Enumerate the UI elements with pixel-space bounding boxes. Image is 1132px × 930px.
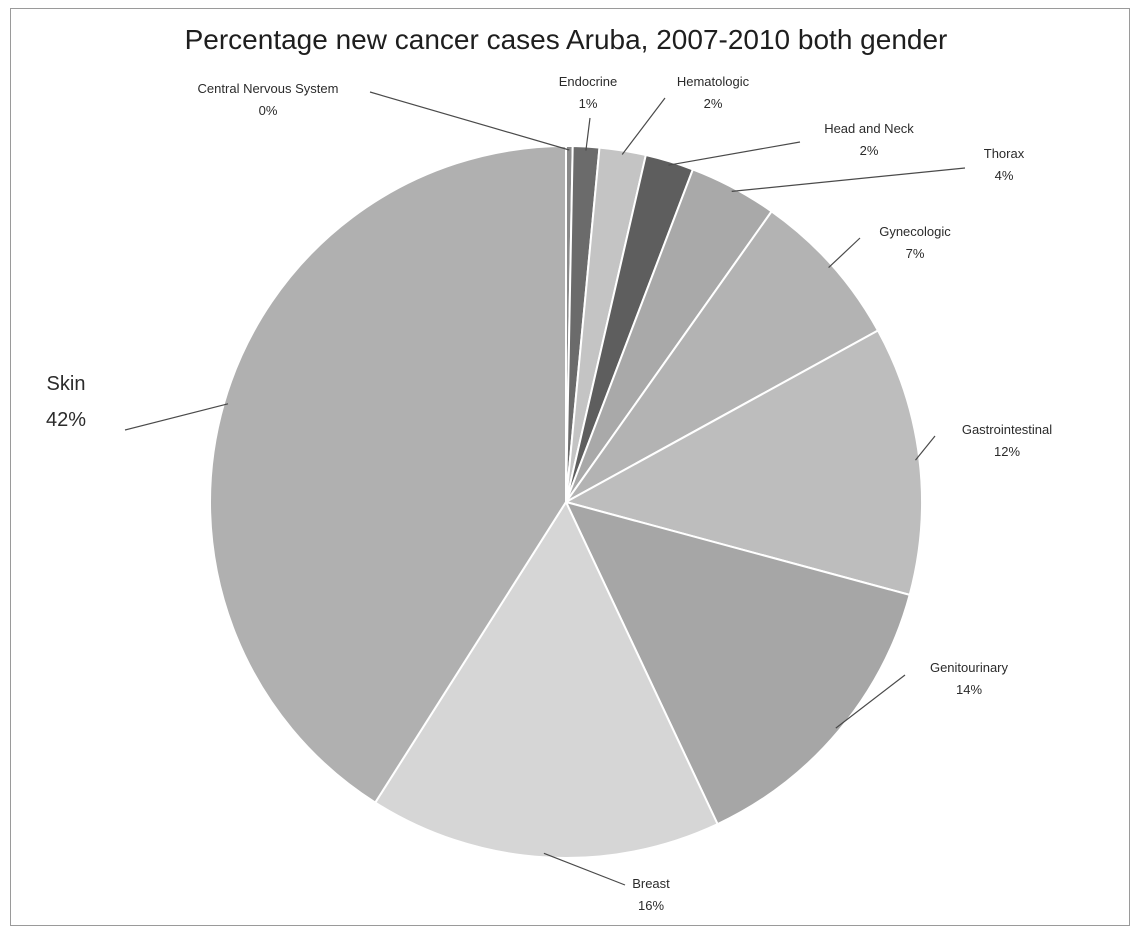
- slice-value-label: 7%: [906, 246, 925, 261]
- slice-name-label: Gastrointestinal: [962, 422, 1052, 437]
- pie-slice-genitourinary: [564, 500, 911, 826]
- leader-line-hematologic: [621, 97, 666, 155]
- slice-labels: Central Nervous System 0% Endocrine 1% Hemat…: [46, 74, 1052, 913]
- leader-line-endocrine: [585, 117, 591, 151]
- pie-slices: [209, 144, 923, 859]
- slice-value-label: 42%: [46, 409, 86, 431]
- slice-name-label: Central Nervous System: [198, 81, 339, 96]
- slice-value-label: 14%: [956, 682, 982, 697]
- slice-value-label: 12%: [994, 444, 1020, 459]
- slice-name-label: Gynecologic: [879, 224, 951, 239]
- slice-name-label: Hematologic: [677, 74, 750, 89]
- slice-value-label: 1%: [579, 96, 598, 111]
- slice-name-label: Thorax: [984, 146, 1025, 161]
- slice-name-label: Endocrine: [559, 74, 618, 89]
- slice-value-label: 16%: [638, 898, 664, 913]
- leader-line-head-and-neck: [668, 141, 801, 166]
- leader-line-genitourinary: [835, 674, 906, 729]
- leader-line-skin: [124, 403, 229, 431]
- leader-line-breast: [543, 852, 626, 886]
- slice-name-label: Head and Neck: [824, 121, 914, 136]
- pie-slice-skin: [209, 144, 567, 804]
- leader-line-thorax: [731, 167, 966, 192]
- leader-line-central-nervous-system: [369, 91, 570, 151]
- slice-name-label: Skin: [47, 373, 86, 395]
- slice-value-label: 0%: [259, 103, 278, 118]
- leader-lines: [124, 91, 966, 886]
- slice-value-label: 2%: [704, 96, 723, 111]
- pie-slice-breast: [373, 499, 719, 859]
- leader-line-gastrointestinal: [915, 435, 936, 461]
- slice-value-label: 2%: [860, 143, 879, 158]
- leader-line-gynecologic: [828, 237, 861, 269]
- pie-slice-gastrointestinal: [563, 329, 923, 597]
- chart-title: Percentage new cancer cases Aruba, 2007-…: [184, 24, 948, 55]
- slice-name-label: Genitourinary: [930, 660, 1009, 675]
- slice-value-label: 4%: [995, 168, 1014, 183]
- slice-name-label: Breast: [632, 876, 670, 891]
